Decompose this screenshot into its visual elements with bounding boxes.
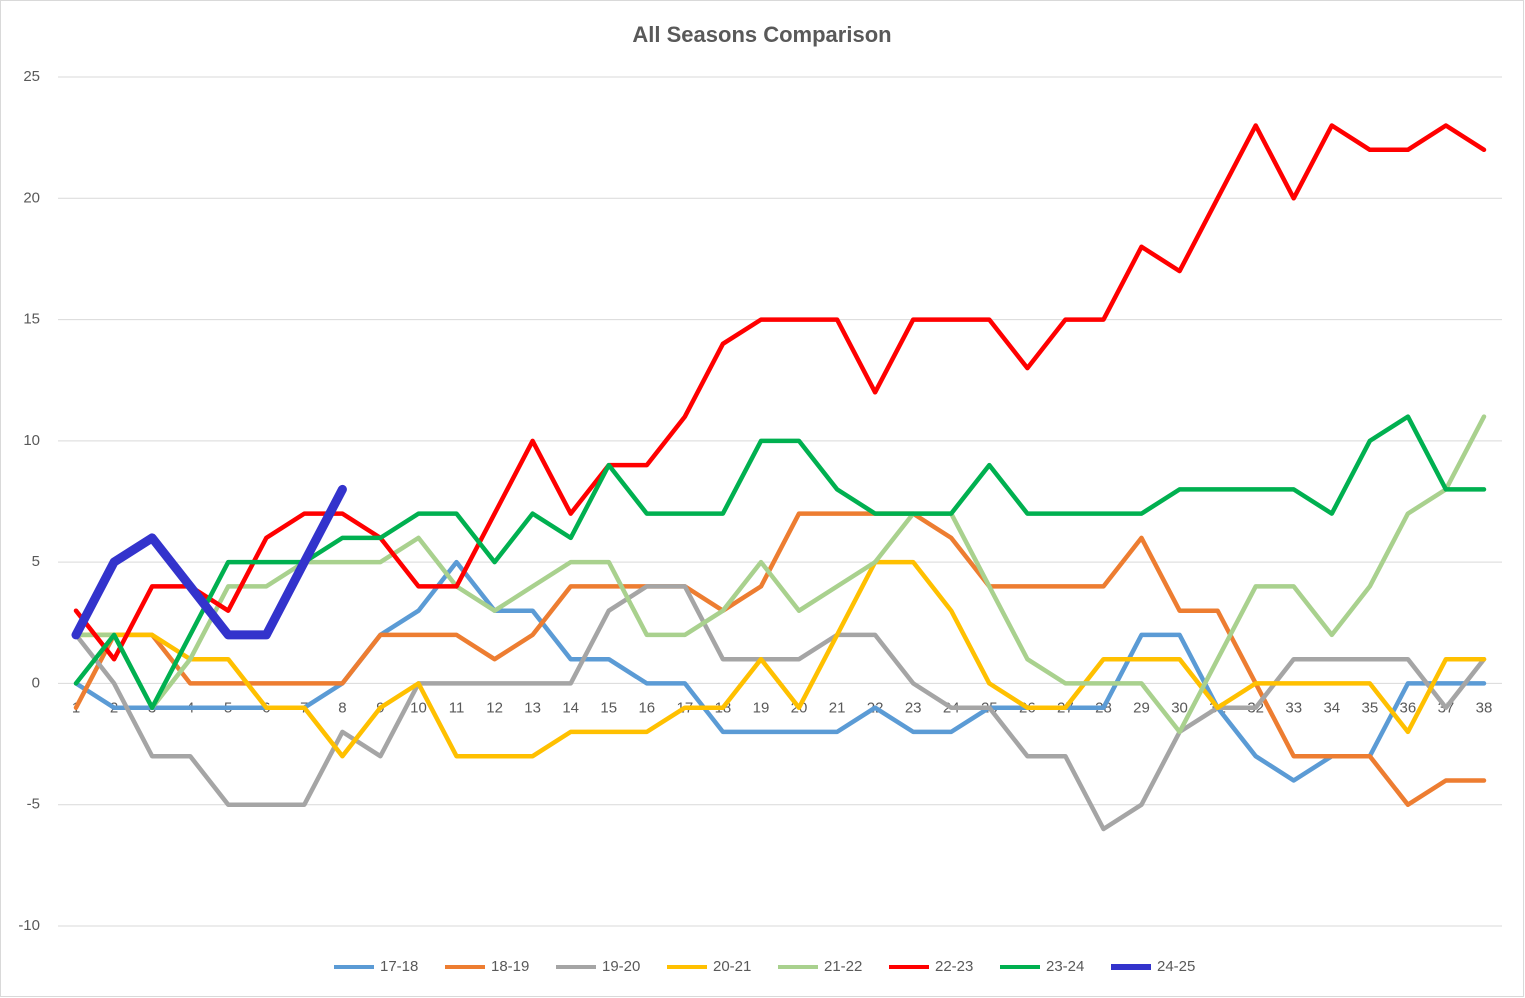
y-tick-label: 25 <box>23 68 40 85</box>
y-tick-label: 0 <box>32 674 40 691</box>
x-tick-label: 10 <box>410 699 427 716</box>
series-line <box>71 484 347 640</box>
x-tick-label: 35 <box>1361 699 1378 716</box>
x-tick-label: 33 <box>1285 699 1302 716</box>
legend-label: 20-21 <box>713 958 751 975</box>
y-tick-label: 15 <box>23 311 40 328</box>
x-tick-label: 8 <box>338 699 346 716</box>
legend-label: 18-19 <box>491 958 529 975</box>
series-line <box>73 511 1487 807</box>
series-line <box>73 123 1487 662</box>
x-tick-label: 13 <box>524 699 541 716</box>
x-tick-label: 16 <box>638 699 655 716</box>
x-tick-label: 15 <box>600 699 617 716</box>
legend-label: 19-20 <box>602 958 640 975</box>
y-tick-label: -5 <box>27 796 40 813</box>
series-line <box>73 559 1487 759</box>
chart-title: All Seasons Comparison <box>632 22 891 47</box>
x-tick-label: 23 <box>905 699 922 716</box>
series-line <box>73 559 1487 783</box>
x-tick-label: 30 <box>1171 699 1188 716</box>
x-tick-label: 29 <box>1133 699 1150 716</box>
legend-label: 22-23 <box>935 958 973 975</box>
series-line <box>73 584 1487 832</box>
x-tick-label: 38 <box>1476 699 1493 716</box>
x-tick-label: 19 <box>753 699 770 716</box>
series-line <box>73 414 1487 735</box>
y-tick-label: -10 <box>18 917 40 934</box>
x-tick-label: 14 <box>562 699 579 716</box>
x-tick-label: 12 <box>486 699 503 716</box>
y-tick-label: 5 <box>32 553 40 570</box>
legend-label: 21-22 <box>824 958 862 975</box>
x-tick-label: 11 <box>449 699 465 716</box>
x-tick-label: 34 <box>1323 699 1340 716</box>
legend-label: 17-18 <box>380 958 418 975</box>
y-tick-label: 20 <box>23 189 40 206</box>
x-tick-label: 36 <box>1400 699 1417 716</box>
legend-label: 23-24 <box>1046 958 1084 975</box>
y-tick-label: 10 <box>23 432 40 449</box>
x-tick-label: 21 <box>829 699 846 716</box>
legend-label: 24-25 <box>1157 958 1195 975</box>
